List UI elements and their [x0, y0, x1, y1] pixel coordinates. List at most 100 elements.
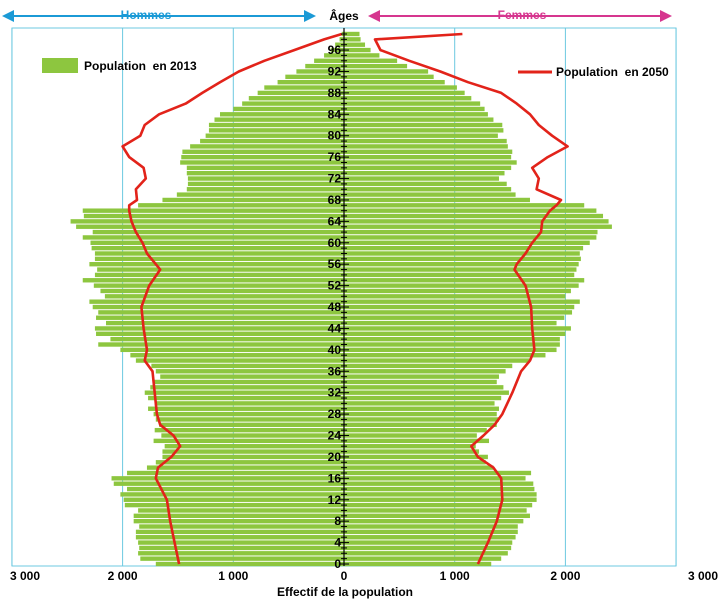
bar-women-age-39	[344, 353, 546, 358]
bar-men-age-10	[138, 508, 344, 513]
bar-men-age-63	[76, 224, 344, 229]
bar-men-age-92	[296, 69, 344, 74]
bar-men-age-96	[330, 47, 344, 53]
bar-men-age-37	[151, 363, 344, 369]
y-axis-title: Âges	[329, 8, 359, 23]
bar-men-age-14	[127, 486, 344, 492]
y-tick-label: 92	[328, 64, 342, 78]
bar-men-age-44	[94, 326, 344, 331]
bar-women-age-55	[344, 267, 577, 272]
bar-men-age-20	[162, 454, 344, 460]
bar-men-age-16	[111, 476, 344, 481]
bar-men-age-77	[182, 149, 344, 154]
bar-women-age-3	[344, 545, 512, 551]
bar-women-age-92	[344, 69, 429, 74]
bar-women-age-5	[344, 535, 516, 540]
bar-women-age-8	[344, 518, 524, 524]
bar-men-age-51	[100, 288, 345, 294]
bar-men-age-69	[176, 192, 344, 197]
bar-women-age-7	[344, 524, 518, 529]
bar-women-age-99	[344, 31, 360, 37]
bar-women-age-54	[344, 272, 575, 278]
x-tick-label: 2 000	[550, 569, 580, 583]
y-tick-label: 20	[328, 450, 342, 464]
bar-women-age-68	[344, 197, 530, 203]
bar-women-age-38	[344, 358, 530, 363]
bar-women-age-75	[344, 160, 517, 165]
bar-women-age-26	[344, 422, 497, 428]
bar-women-age-4	[344, 540, 513, 545]
women-label: Femmes	[498, 8, 547, 22]
women-arrow	[368, 10, 672, 22]
bar-men-age-76	[181, 154, 344, 160]
bar-women-age-66	[344, 208, 597, 213]
y-tick-label: 64	[328, 214, 342, 228]
bar-men-age-13	[120, 492, 344, 497]
bar-women-age-36	[344, 369, 506, 374]
bar-men-age-74	[186, 165, 344, 171]
bar-women-age-73	[344, 170, 505, 176]
bar-women-age-32	[344, 390, 509, 395]
bar-men-age-54	[94, 272, 344, 278]
bar-men-age-91	[285, 74, 344, 80]
bar-women-age-6	[344, 529, 518, 535]
bar-women-age-16	[344, 476, 526, 481]
bar-women-age-74	[344, 165, 512, 171]
center-axis	[339, 28, 349, 566]
bar-men-age-62	[92, 229, 344, 235]
y-tick-label: 28	[328, 407, 342, 421]
bar-women-age-51	[344, 288, 571, 294]
bar-women-age-78	[344, 144, 508, 149]
bar-men-age-8	[133, 518, 344, 524]
y-tick-label: 4	[334, 536, 341, 550]
bar-men-age-68	[162, 197, 344, 203]
y-tick-label: 0	[334, 557, 341, 571]
bar-men-age-25	[154, 427, 344, 433]
bar-women-age-53	[344, 278, 585, 283]
bar-women-age-47	[344, 310, 573, 315]
men-arrow	[2, 10, 316, 22]
bar-men-age-9	[133, 513, 344, 519]
bar-women-age-11	[344, 502, 533, 508]
bar-women-age-31	[344, 395, 502, 401]
bar-women-age-97	[344, 42, 366, 47]
bar-women-age-80	[344, 133, 498, 138]
bar-women-age-37	[344, 363, 513, 369]
bar-women-age-65	[344, 213, 604, 219]
bar-men-age-93	[305, 63, 344, 69]
bar-men-age-30	[154, 401, 344, 406]
bar-men-age-75	[180, 160, 344, 165]
bar-women-age-24	[344, 433, 477, 438]
x-tick-label: 3 000	[10, 569, 40, 583]
bar-women-age-34	[344, 379, 497, 385]
bar-men-age-46	[96, 315, 344, 320]
bar-men-age-67	[138, 203, 344, 208]
bar-men-age-57	[94, 256, 344, 262]
bar-women-age-70	[344, 187, 512, 192]
bar-men-age-81	[208, 128, 344, 133]
bar-women-age-49	[344, 299, 580, 304]
bar-men-age-58	[94, 251, 344, 256]
y-tick-label: 16	[328, 471, 342, 485]
bar-men-age-39	[130, 353, 344, 358]
bar-women-age-82	[344, 122, 503, 128]
y-tick-label: 32	[328, 386, 342, 400]
bar-women-age-9	[344, 513, 530, 519]
bar-women-age-86	[344, 101, 481, 106]
y-tick-label: 8	[334, 514, 341, 528]
bar-women-age-10	[344, 508, 527, 513]
bar-men-age-1	[140, 556, 344, 561]
bar-men-age-0	[155, 561, 344, 567]
bar-men-age-23	[153, 438, 344, 444]
x-tick-label: 0	[341, 569, 348, 583]
bar-women-age-15	[344, 481, 534, 486]
bar-women-age-71	[344, 181, 507, 187]
bar-women-age-69	[344, 192, 516, 197]
bar-women-age-48	[344, 304, 575, 310]
bar-men-age-45	[105, 320, 345, 326]
y-tick-label: 40	[328, 343, 342, 357]
y-tick-label: 36	[328, 364, 342, 378]
bar-women-age-28	[344, 411, 497, 417]
bar-men-age-82	[208, 122, 344, 128]
bar-women-age-61	[344, 235, 597, 240]
